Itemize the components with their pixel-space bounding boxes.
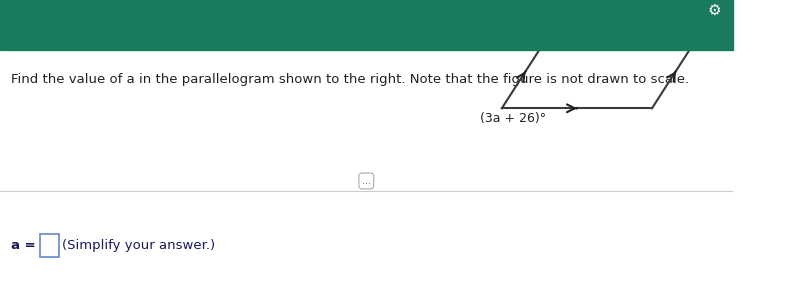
Text: a =: a = (11, 239, 40, 252)
Bar (0, 0, 733, 50)
Text: (3a + 26)°: (3a + 26)° (480, 112, 546, 125)
Text: ...: ... (362, 176, 370, 186)
Text: Find the value of a in the parallelogram shown to the right. Note that the figur: Find the value of a in the parallelogram… (11, 73, 689, 86)
FancyBboxPatch shape (40, 234, 58, 256)
Text: 86°: 86° (702, 35, 724, 48)
Text: (Simplify your answer.): (Simplify your answer.) (62, 239, 215, 252)
Text: ⚙: ⚙ (707, 3, 721, 17)
